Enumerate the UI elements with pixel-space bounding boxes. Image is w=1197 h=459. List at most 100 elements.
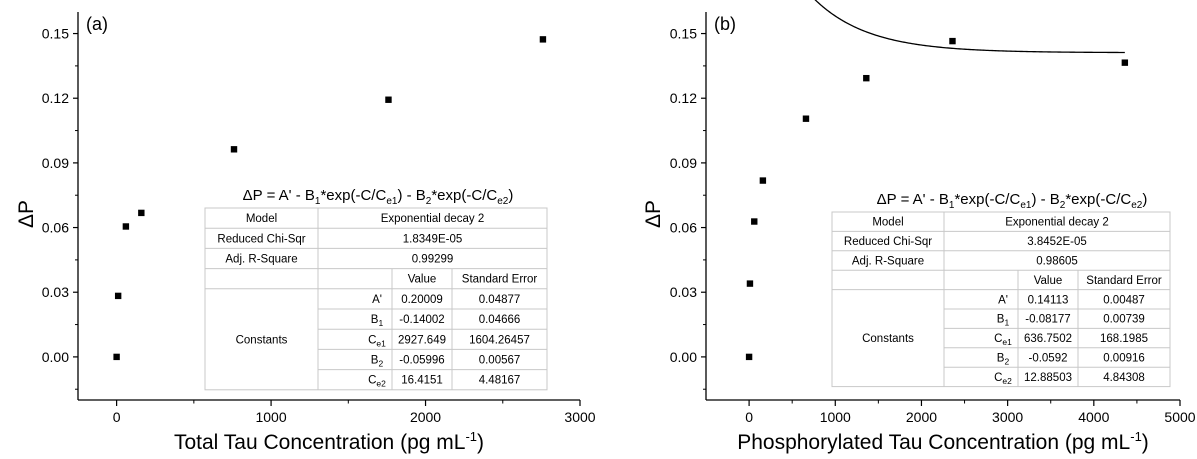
table-value-header: Value <box>408 274 437 286</box>
text-span: e2 <box>1131 200 1143 211</box>
table-param-error: 4.84308 <box>1103 372 1145 384</box>
text-span: B <box>371 355 379 367</box>
text-span: A' <box>372 294 382 306</box>
text-span: 2 <box>426 196 432 207</box>
y-tick-label: 0.00 <box>670 349 697 365</box>
text-span: ΔP = A' - B <box>243 187 315 204</box>
text-span: 2 <box>1060 200 1066 211</box>
x-tick-label: 1000 <box>820 409 851 425</box>
text-span: e1 <box>386 196 398 207</box>
table-frame <box>204 207 548 391</box>
table-chisq-label: Reduced Chi-Sqr <box>217 233 305 245</box>
text-span: *exp(-C/C <box>1065 191 1131 208</box>
x-axis-title: Phosphorylated Tau Concentration (pg mL-… <box>737 429 1149 454</box>
table-r2-value: 0.98605 <box>1036 256 1078 268</box>
text-span: B <box>997 353 1005 365</box>
y-tick-label: 0.09 <box>670 155 697 171</box>
data-point <box>759 177 767 184</box>
table-chisq-value: 1.8349E-05 <box>403 233 462 245</box>
table-param-value: 2927.649 <box>398 334 446 346</box>
table-param-error: 168.1985 <box>1100 333 1148 345</box>
table-param-error: 0.00487 <box>1103 294 1145 306</box>
table-error-header: Standard Error <box>1086 275 1162 287</box>
x-tick-label: 0 <box>113 409 121 425</box>
table-model-value: Exponential decay 2 <box>1005 217 1109 229</box>
x-tick-label: 4000 <box>1078 409 1109 425</box>
panel-label: (b) <box>714 14 736 34</box>
table-constants-label: Constants <box>862 333 914 345</box>
y-axis-title-text: ΔP <box>642 200 665 228</box>
fit-equation: ΔP = A' - B1*exp(-C/Ce1) - B2*exp(-C/Ce2… <box>243 187 514 207</box>
x-tick-label: 3000 <box>564 409 595 425</box>
y-tick-label: 0.03 <box>670 284 697 300</box>
text-span: 1 <box>315 196 321 207</box>
data-point <box>539 36 547 43</box>
y-axis-title-text: ΔP <box>15 200 38 228</box>
text-span: B <box>997 314 1005 326</box>
table-r2-label: Adj. R-Square <box>852 256 924 268</box>
data-point <box>751 218 758 225</box>
x-tick-label: 0 <box>745 409 753 425</box>
y-tick-label: 0.12 <box>42 90 69 106</box>
data-point <box>1121 59 1129 66</box>
x-axis-title-superscript: -1 <box>465 429 477 444</box>
x-axis-title-text: Total Tau Concentration (pg mL <box>174 431 465 454</box>
table-param-value: -0.08177 <box>1025 314 1070 326</box>
text-span: ) - B <box>397 187 425 204</box>
param-subscript: 2 <box>378 359 383 369</box>
table-param-error: 1604.26457 <box>469 334 530 346</box>
table-param-value: 0.14113 <box>1028 294 1069 306</box>
y-tick-label: 0.15 <box>42 26 69 42</box>
param-subscript: e1 <box>1002 337 1012 347</box>
data-point <box>863 74 870 82</box>
table-param-value: 636.7502 <box>1024 333 1072 345</box>
y-tick-label: 0.15 <box>670 26 697 42</box>
table-param-name: Ce2 <box>994 372 1012 386</box>
data-point <box>122 223 130 230</box>
text-span: ) <box>508 187 513 204</box>
text-span: *exp(-C/C <box>954 191 1020 208</box>
fit-table: Model Exponential decay 2 Reduced Chi-Sqr 1… <box>204 207 548 391</box>
table-param-name: B1 <box>997 314 1010 328</box>
table-param-error: 4.48167 <box>479 375 521 387</box>
text-span: ) <box>1142 191 1147 208</box>
panel-label: (a) <box>86 14 108 34</box>
table-param-name: B1 <box>371 314 384 328</box>
y-tick-label: 0.03 <box>42 284 69 300</box>
data-point <box>113 353 120 361</box>
param-subscript: 2 <box>1004 357 1009 367</box>
fit-curve <box>814 0 1125 54</box>
table-value-header: Value <box>1034 275 1063 287</box>
table-chisq-value: 3.8452E-05 <box>1027 236 1086 248</box>
x-tick-label: 3000 <box>992 409 1023 425</box>
table-param-name: B2 <box>997 353 1010 367</box>
chart-panel-a: 0.00 0.03 0.06 0.09 0.12 0.15 0 1000 2000 3000 ΔP T… <box>15 12 596 454</box>
x-axis-title-close: ) <box>477 431 484 454</box>
table-param-name: B2 <box>371 355 384 369</box>
x-tick-label: 5000 <box>1164 409 1195 425</box>
text-span: 1 <box>949 200 955 211</box>
table-param-name: Ce2 <box>368 375 386 389</box>
text-span: C <box>994 333 1002 345</box>
data-point <box>114 292 122 300</box>
param-subscript: 1 <box>378 318 383 328</box>
x-axis-title: Total Tau Concentration (pg mL-1) <box>174 429 484 454</box>
param-subscript: e2 <box>1002 376 1012 386</box>
x-axis-title-superscript: -1 <box>1130 429 1142 444</box>
table-error-header: Standard Error <box>462 274 538 286</box>
chart-panel-b: 0.00 0.03 0.06 0.09 0.12 0.15 0 1000 2000 3000 400… <box>642 0 1196 454</box>
table-constants-label: Constants <box>236 334 288 346</box>
table-param-value: -0.0592 <box>1028 353 1067 365</box>
text-span: ΔP = A' - B <box>877 191 949 208</box>
table-param-error: 0.00739 <box>1103 314 1145 326</box>
table-param-name: A' <box>372 294 382 306</box>
table-frame <box>831 211 1171 388</box>
text-span: C <box>368 334 376 346</box>
table-model-label: Model <box>246 213 277 225</box>
y-tick-label: 0.09 <box>42 155 69 171</box>
table-param-error: 0.00567 <box>479 355 521 367</box>
table-param-name: Ce1 <box>994 333 1012 347</box>
data-point <box>138 209 145 217</box>
table-param-value: 12.88503 <box>1024 372 1072 384</box>
